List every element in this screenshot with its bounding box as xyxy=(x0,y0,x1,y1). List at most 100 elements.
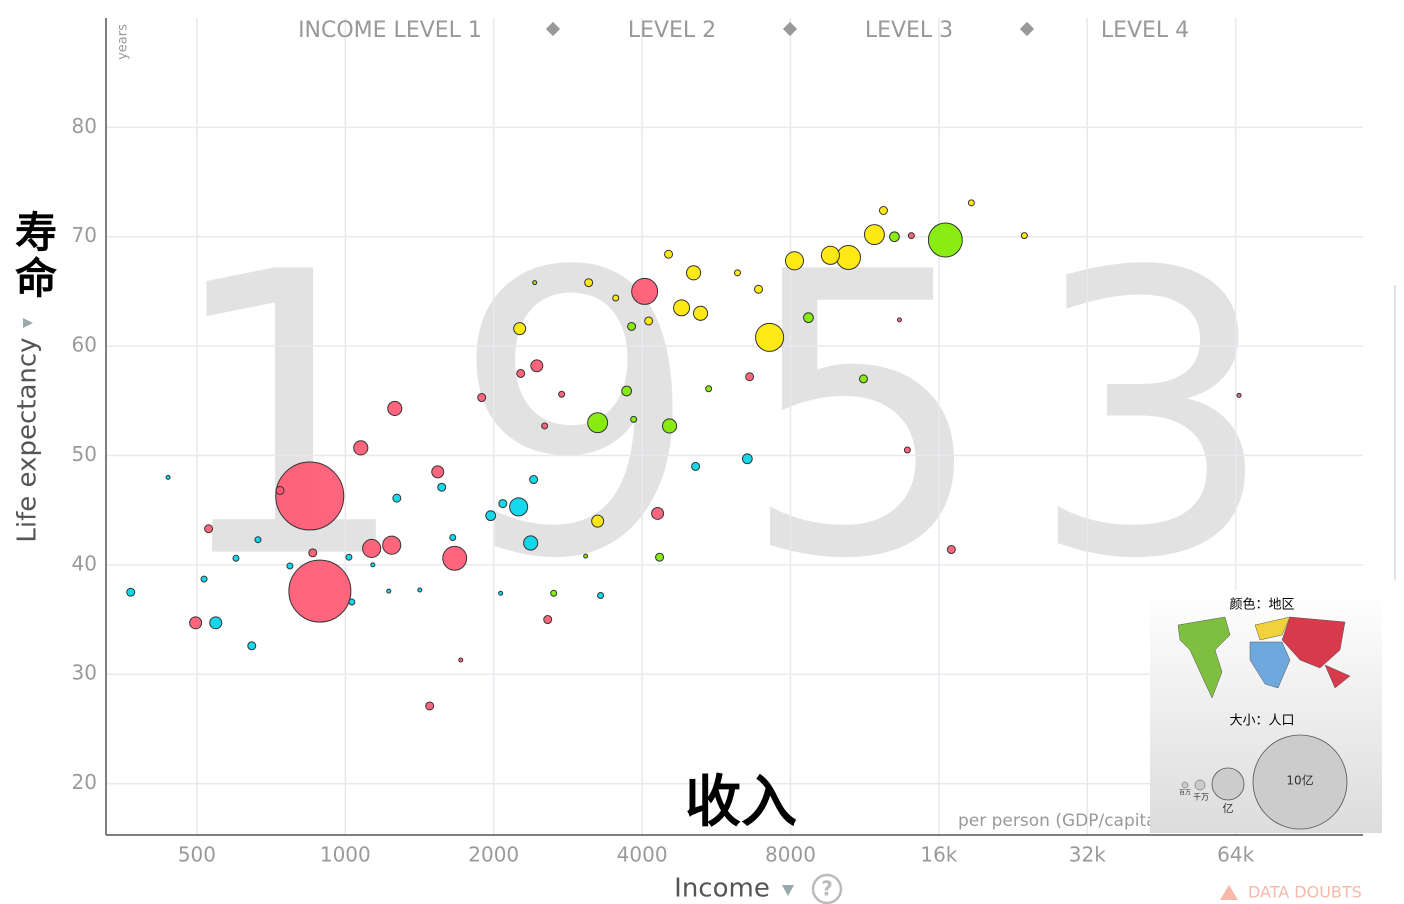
level-label: INCOME LEVEL 1 xyxy=(298,18,482,43)
legend-africa xyxy=(1249,641,1291,689)
bubble xyxy=(275,485,285,495)
y-tick-label: 80 xyxy=(72,114,97,138)
bubble xyxy=(362,538,382,558)
bubble xyxy=(498,590,504,596)
legend: 颜色：地区 大小：人口 百万 千万 亿 10亿 xyxy=(1150,590,1382,833)
legend-size-label: 亿 xyxy=(1223,802,1234,815)
bubble xyxy=(386,588,392,594)
bubble xyxy=(370,562,376,568)
bubble xyxy=(630,415,638,423)
x-overlay-label: 收入 xyxy=(685,770,797,835)
y-tick-label: 20 xyxy=(72,770,97,794)
x-axis-menu-arrow[interactable] xyxy=(782,885,794,896)
bubble xyxy=(903,446,911,454)
bubble xyxy=(387,400,403,417)
bubble xyxy=(1236,392,1242,398)
data-doubts[interactable]: DATA DOUBTS xyxy=(1248,883,1362,902)
bubble xyxy=(584,278,594,288)
y-tick-label: 70 xyxy=(72,223,97,247)
level-divider xyxy=(545,21,561,37)
bubble xyxy=(286,562,294,570)
bubble xyxy=(803,312,814,324)
bubble xyxy=(431,465,445,479)
bubble xyxy=(275,461,345,531)
bubble xyxy=(353,440,369,456)
bubble xyxy=(597,591,605,599)
legend-size-label: 千万 xyxy=(1193,792,1209,802)
bubble xyxy=(631,277,659,305)
legend-size-circle xyxy=(1181,781,1189,789)
bubble xyxy=(836,245,861,270)
bubble xyxy=(907,232,915,240)
bubble xyxy=(126,587,136,597)
bubble xyxy=(627,321,637,331)
bubble xyxy=(583,553,589,559)
bubble xyxy=(308,548,318,558)
bubble xyxy=(612,294,620,302)
x-tick-label: 16k xyxy=(920,843,957,867)
bubble xyxy=(442,545,468,571)
bubble xyxy=(458,657,464,663)
bubble xyxy=(741,453,753,465)
x-axis-title[interactable]: Income xyxy=(674,874,770,904)
bubble xyxy=(209,616,223,630)
bubble xyxy=(200,575,208,583)
bubble xyxy=(587,412,609,434)
bubble xyxy=(820,245,840,265)
bubble xyxy=(392,493,402,503)
bubble xyxy=(863,224,885,246)
y-unit: years xyxy=(116,24,131,60)
legend-size-label: 百万 xyxy=(1179,790,1191,797)
bubble xyxy=(348,598,356,606)
bubble xyxy=(693,305,709,321)
bubble xyxy=(254,536,262,544)
y-axis-menu-arrow[interactable] xyxy=(23,318,33,328)
legend-asia xyxy=(1281,616,1351,689)
bubble xyxy=(686,265,702,281)
help-icon-mark[interactable]: ? xyxy=(821,877,833,901)
bubble xyxy=(189,616,203,630)
legend-color-title: 颜色：地区 xyxy=(1229,597,1294,613)
bubble xyxy=(513,322,527,336)
y-tick-label: 30 xyxy=(72,661,97,685)
year-watermark: 1953 xyxy=(164,190,1317,644)
warning-icon[interactable] xyxy=(1220,885,1238,900)
bubble xyxy=(449,534,457,542)
bubble xyxy=(878,206,888,215)
y-tick-label: 50 xyxy=(72,442,97,466)
bubble xyxy=(621,385,633,397)
bubble xyxy=(946,545,956,555)
bubble xyxy=(889,231,900,243)
bubble xyxy=(437,482,447,492)
bubble xyxy=(523,535,539,551)
bubble xyxy=(705,385,713,393)
bubble xyxy=(165,474,171,480)
legend-size-circle xyxy=(1211,767,1245,801)
bubble xyxy=(232,554,240,562)
bubble xyxy=(529,475,539,485)
help-icon[interactable] xyxy=(811,873,843,904)
y-axis-title[interactable]: Life expectancy xyxy=(13,337,43,542)
legend-europe xyxy=(1254,616,1291,641)
bubble xyxy=(591,514,605,528)
x-tick-label: 32k xyxy=(1069,843,1106,867)
bubble xyxy=(733,269,741,277)
bubble xyxy=(644,316,654,326)
bubble xyxy=(532,280,538,286)
y-tick-label: 40 xyxy=(72,551,97,575)
level-divider xyxy=(1019,21,1035,37)
bubble xyxy=(967,199,975,207)
x-tick-label: 500 xyxy=(178,843,216,867)
bubble xyxy=(541,422,549,430)
legend-size-label: 10亿 xyxy=(1286,773,1313,788)
bubble xyxy=(661,418,678,434)
level-label: LEVEL 2 xyxy=(628,18,716,43)
bubble xyxy=(425,701,435,711)
bubble xyxy=(498,499,508,509)
bubble xyxy=(417,587,423,593)
bubble xyxy=(784,251,804,271)
x-tick-label: 8000 xyxy=(765,843,816,867)
bubble xyxy=(550,589,558,597)
y-tick-label: 60 xyxy=(72,333,97,357)
